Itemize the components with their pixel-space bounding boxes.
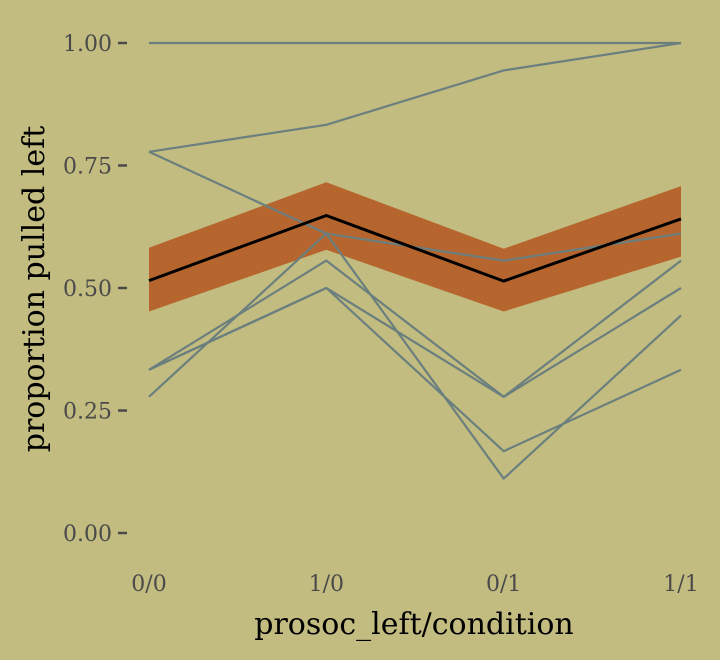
x-tick-label: 1/0 <box>309 572 344 597</box>
y-axis-title: proportion pulled left <box>17 126 52 453</box>
y-tick-label: 0.75 <box>63 155 112 180</box>
series-line-7 <box>148 41 682 153</box>
x-tick-label: 0/0 <box>131 572 166 597</box>
y-tick-label: 0.25 <box>63 400 112 425</box>
y-tick-label: 0.50 <box>63 277 112 302</box>
plot-area <box>148 41 682 480</box>
y-tick-label: 1.00 <box>63 32 112 57</box>
series-line-5 <box>148 259 682 398</box>
mean-line <box>148 214 682 283</box>
x-tick-label: 1/1 <box>663 572 698 597</box>
y-tick-label: 0.00 <box>63 522 112 547</box>
x-axis-title: prosoc_left/condition <box>254 607 574 642</box>
x-tick-label: 0/1 <box>486 572 521 597</box>
series-line-4 <box>148 286 682 453</box>
axes: 0.00 0.25 0.50 0.75 1.00 0/0 1/0 0/1 1/1 <box>63 32 699 597</box>
